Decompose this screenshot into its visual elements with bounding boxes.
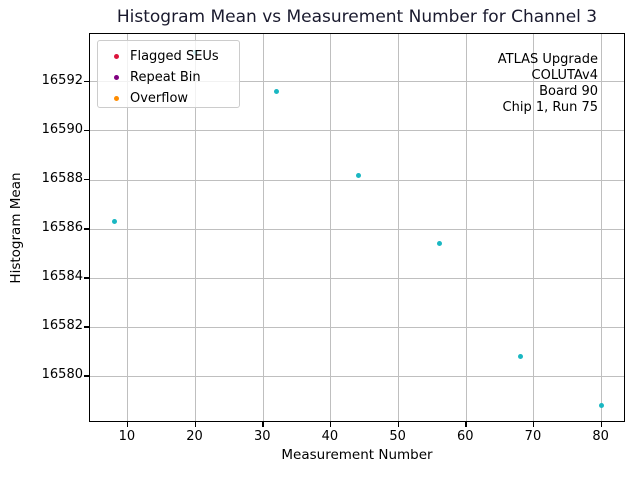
x-tick-mark bbox=[329, 422, 332, 427]
y-tick-mark bbox=[84, 129, 89, 132]
x-tick-mark bbox=[600, 422, 603, 427]
x-tick-mark bbox=[397, 422, 399, 427]
x-tick-label: 70 bbox=[524, 429, 542, 444]
gridline-vertical bbox=[398, 34, 400, 421]
y-tick-mark bbox=[84, 80, 89, 83]
y-tick-label: 16590 bbox=[41, 121, 83, 137]
y-tick-label: 16580 bbox=[41, 367, 83, 383]
annotation-text: ATLAS Upgrade COLUTAv4 Board 90 Chip 1, Run… bbox=[498, 52, 598, 116]
chart-title: Histogram Mean vs Measurement Number for… bbox=[116, 7, 598, 27]
data-point bbox=[436, 241, 442, 247]
gridline-horizontal bbox=[90, 130, 624, 132]
data-point bbox=[355, 172, 361, 178]
x-axis-label: Measurement Number bbox=[281, 447, 433, 463]
data-point bbox=[111, 219, 117, 225]
legend-marker-icon bbox=[114, 54, 119, 59]
data-point bbox=[274, 89, 280, 95]
y-tick-mark bbox=[84, 228, 89, 230]
y-tick-label: 16592 bbox=[41, 72, 83, 88]
gridline-horizontal bbox=[90, 375, 624, 377]
gridline-vertical bbox=[262, 34, 264, 421]
x-tick-label: 40 bbox=[321, 429, 339, 444]
annotation-line: Board 90 bbox=[539, 84, 598, 99]
x-tick-label: 80 bbox=[592, 429, 609, 444]
x-tick-mark bbox=[194, 422, 196, 427]
legend-entry: Repeat Bin bbox=[114, 67, 239, 88]
x-tick-mark bbox=[532, 422, 535, 427]
x-tick-mark bbox=[126, 422, 129, 427]
gridline-vertical bbox=[533, 34, 535, 421]
x-tick-mark bbox=[262, 422, 264, 427]
x-tick-mark bbox=[465, 422, 467, 427]
legend-entry: Flagged SEUs bbox=[114, 46, 239, 67]
gridline-vertical bbox=[127, 34, 129, 421]
gridline-vertical bbox=[601, 34, 603, 421]
y-tick-mark bbox=[84, 326, 89, 328]
gridline-vertical bbox=[465, 34, 467, 421]
gridline-vertical bbox=[330, 34, 332, 421]
gridline-vertical bbox=[195, 34, 197, 421]
legend-marker-icon bbox=[114, 75, 119, 80]
x-tick-label: 30 bbox=[253, 429, 271, 444]
y-tick-mark bbox=[84, 179, 89, 181]
gridline-horizontal bbox=[90, 81, 624, 83]
y-axis-label: Histogram Mean bbox=[8, 172, 24, 284]
data-point bbox=[517, 354, 523, 360]
annotation-line: Chip 1, Run 75 bbox=[502, 100, 598, 115]
legend-entry: Overflow bbox=[114, 88, 239, 109]
gridline-horizontal bbox=[90, 228, 624, 230]
data-point bbox=[599, 403, 605, 409]
annotation-line: COLUTAv4 bbox=[531, 68, 598, 83]
gridline-horizontal bbox=[90, 179, 624, 181]
legend-marker-icon bbox=[114, 96, 119, 101]
x-tick-label: 60 bbox=[457, 429, 474, 444]
gridline-horizontal bbox=[90, 326, 624, 328]
annotation-line: ATLAS Upgrade bbox=[497, 52, 598, 67]
y-tick-label: 16588 bbox=[41, 171, 83, 187]
y-tick-mark bbox=[84, 375, 89, 377]
legend-entry-label: Repeat Bin bbox=[130, 70, 201, 85]
y-tick-mark bbox=[84, 277, 89, 279]
x-tick-label: 10 bbox=[118, 429, 136, 444]
legend-entry-label: Flagged SEUs bbox=[130, 49, 219, 64]
x-tick-label: 50 bbox=[389, 429, 406, 444]
legend-entry-label: Overflow bbox=[130, 91, 189, 106]
y-tick-label: 16586 bbox=[41, 220, 83, 236]
x-tick-label: 20 bbox=[186, 429, 203, 444]
gridline-horizontal bbox=[90, 277, 624, 279]
y-tick-label: 16584 bbox=[41, 269, 83, 285]
legend: Flagged SEUs Repeat Bin Overflow bbox=[97, 40, 240, 108]
y-tick-label: 16582 bbox=[41, 318, 83, 334]
